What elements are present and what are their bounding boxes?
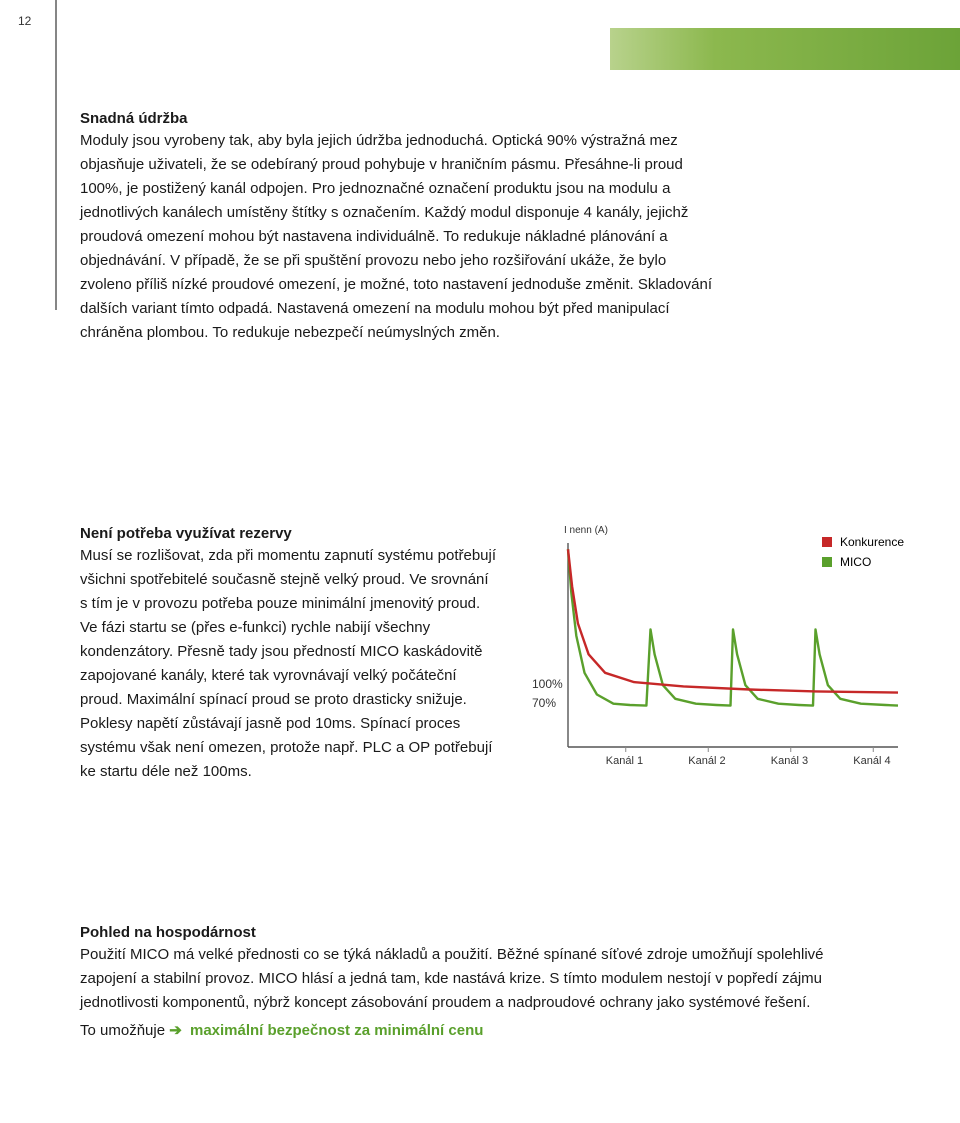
- paragraph: Musí se rozlišovat, zda při momentu zapn…: [80, 544, 500, 784]
- page-number: 12: [18, 14, 31, 28]
- footer-highlight: maximální bezpečnost za minimální cenu: [190, 1022, 483, 1039]
- section-title: Pohled na hospodárnost: [80, 924, 880, 941]
- footer-line: To umožňuje ➔ maximální bezpečnost za mi…: [80, 1019, 840, 1043]
- section-title: Snadná údržba: [80, 110, 880, 127]
- y-axis-label: 70%: [532, 696, 556, 710]
- footer-lead: To umožňuje: [80, 1022, 165, 1039]
- header-banner: [610, 28, 960, 70]
- legend-label: MICO: [840, 555, 871, 569]
- x-axis-label: Kanál 2: [688, 755, 725, 767]
- legend-label: Konkurence: [840, 535, 904, 549]
- section-reserves-row: Není potřeba využívat rezervy Musí se ro…: [80, 525, 880, 784]
- chart-legend: Konkurence MICO: [822, 535, 904, 575]
- vertical-rule: [55, 0, 57, 310]
- legend-swatch: [822, 557, 832, 567]
- y-axis-title: I nenn (A): [564, 525, 608, 536]
- page-content: Snadná údržba Moduly jsou vyrobeny tak, …: [0, 0, 960, 1123]
- section-economy: Pohled na hospodárnost Použití MICO má v…: [80, 924, 880, 1043]
- inrush-current-chart: I nenn (A) 100% 70% Kanál 1 Kanál 2 Kanál 3…: [524, 525, 904, 784]
- x-axis-label: Kanál 1: [606, 755, 643, 767]
- arrow-icon: ➔: [169, 1022, 182, 1039]
- legend-item: MICO: [822, 555, 904, 569]
- x-axis-label: Kanál 3: [771, 755, 808, 767]
- legend-swatch: [822, 537, 832, 547]
- x-axis-label: Kanál 4: [853, 755, 890, 767]
- paragraph: Použití MICO má velké přednosti co se tý…: [80, 943, 840, 1015]
- section-reserves: Není potřeba využívat rezervy Musí se ro…: [80, 525, 500, 784]
- section-title: Není potřeba využívat rezervy: [80, 525, 500, 542]
- y-axis-label: 100%: [532, 677, 563, 691]
- legend-item: Konkurence: [822, 535, 904, 549]
- paragraph: Moduly jsou vyrobeny tak, aby byla jejic…: [80, 129, 720, 345]
- section-maintenance: Snadná údržba Moduly jsou vyrobeny tak, …: [80, 110, 880, 345]
